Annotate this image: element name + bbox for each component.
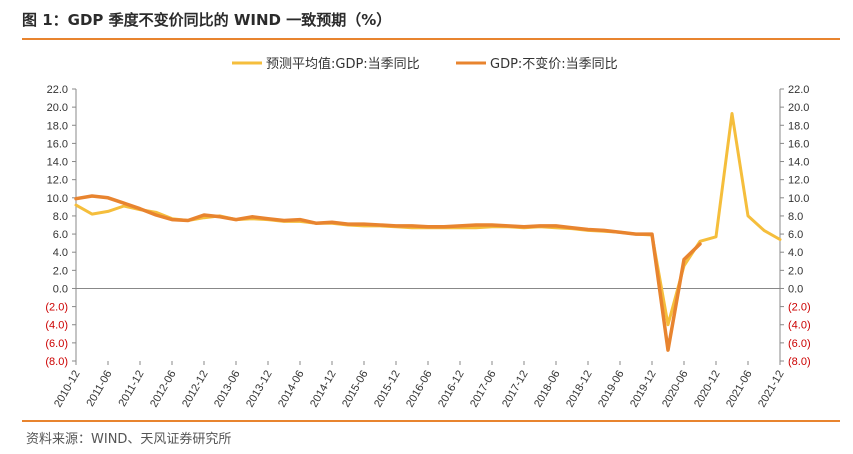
y-tick-label-right: (6.0) <box>788 338 811 350</box>
y-axis-left-labels: 22.0 20.0 18.0 16.0 14.0 12.0 10.0 8.0 6.0 4.0 2.0… <box>45 84 68 368</box>
x-tick-label: 2014-12 <box>308 369 339 410</box>
y-tick-label-left: 18.0 <box>47 120 68 132</box>
bottom-divider <box>22 420 840 422</box>
x-tick-label: 2017-12 <box>500 369 531 410</box>
y-tick-label-right: (8.0) <box>788 356 811 368</box>
y-tick-label-left: 16.0 <box>47 138 68 150</box>
x-tick-label: 2019-06 <box>596 369 627 410</box>
y-tick-label-left: (8.0) <box>45 356 68 368</box>
y-tick-label-left: 12.0 <box>47 175 68 187</box>
y-tick-label-left: 14.0 <box>47 157 68 169</box>
x-axis-labels: 2010-12 2011-06 2011-12 2012-06 2012-12 2013-… <box>52 369 787 410</box>
y-tick-label-right: 22.0 <box>788 84 809 96</box>
y-tick-label-left: (4.0) <box>45 320 68 332</box>
y-tick-label-right: 0.0 <box>788 283 803 295</box>
y-tick-label-left: (2.0) <box>45 302 68 314</box>
y-tick-label-right: (4.0) <box>788 320 811 332</box>
y-tick-label-left: 2.0 <box>53 265 68 277</box>
x-tick-label: 2020-12 <box>692 369 723 410</box>
y-tick-label-right: (2.0) <box>788 302 811 314</box>
x-tick-label: 2018-06 <box>532 369 563 410</box>
x-tick-label: 2021-06 <box>724 369 755 410</box>
x-tick-label: 2015-12 <box>372 369 403 410</box>
y-tick-label-right: 4.0 <box>788 247 803 259</box>
legend-label-actual: GDP:不变价:当季同比 <box>490 56 618 72</box>
x-tick-label: 2011-06 <box>84 369 114 409</box>
y-tick-label-right: 20.0 <box>788 102 809 114</box>
legend-label-forecast: 预测平均值:GDP:当季同比 <box>266 56 420 72</box>
y-tick-label-left: 6.0 <box>53 229 68 241</box>
x-tick-label: 2017-06 <box>468 369 499 410</box>
series-line-actual <box>74 194 702 352</box>
chart-legend: 预测平均值:GDP:当季同比 GDP:不变价:当季同比 <box>232 56 618 72</box>
y-tick-label-left: (6.0) <box>45 338 68 350</box>
y-tick-label-left: 8.0 <box>53 211 68 223</box>
x-tick-label: 2013-12 <box>244 369 275 410</box>
y-tick-label-right: 6.0 <box>788 229 803 241</box>
x-tick-label: 2019-12 <box>628 369 659 410</box>
y-tick-label-right: 12.0 <box>788 175 809 187</box>
line-chart: 22.0 20.0 18.0 16.0 14.0 12.0 10.0 8.0 6.0 4.0 2.0… <box>45 56 811 410</box>
x-tick-label: 2011-12 <box>116 369 146 409</box>
x-tick-label: 2015-06 <box>340 369 371 410</box>
y-tick-label-left: 0.0 <box>53 283 68 295</box>
y-tick-label-left: 10.0 <box>47 193 68 205</box>
top-divider <box>22 38 840 40</box>
y-tick-label-left: 22.0 <box>47 84 68 96</box>
x-tick-label: 2016-12 <box>436 369 467 410</box>
y-tick-label-right: 16.0 <box>788 138 809 150</box>
x-tick-label: 2012-12 <box>180 369 211 410</box>
x-tick-label: 2016-06 <box>404 369 435 410</box>
y-tick-label-right: 14.0 <box>788 157 809 169</box>
x-tick-label: 2021-12 <box>756 369 787 410</box>
y-tick-label-right: 10.0 <box>788 193 809 205</box>
y-tick-label-left: 20.0 <box>47 102 68 114</box>
y-tick-label-right: 8.0 <box>788 211 803 223</box>
y-axis-right-labels: 22.0 20.0 18.0 16.0 14.0 12.0 10.0 8.0 6.0 4.0 2.0… <box>788 84 811 368</box>
x-tick-label: 2012-06 <box>148 369 179 410</box>
y-tick-label-left: 4.0 <box>53 247 68 259</box>
source-note: 资料来源：WIND、天风证券研究所 <box>26 432 232 447</box>
y-tick-label-right: 18.0 <box>788 120 809 132</box>
x-tick-label: 2013-06 <box>212 369 243 410</box>
x-tick-label: 2010-12 <box>52 369 83 410</box>
y-tick-label-right: 2.0 <box>788 265 803 277</box>
chart-series <box>74 112 782 352</box>
x-tick-label: 2014-06 <box>276 369 307 410</box>
x-tick-label: 2018-12 <box>564 369 595 410</box>
page-title: 图 1：GDP 季度不变价同比的 WIND 一致预期（%） <box>22 11 392 29</box>
x-tick-label: 2020-06 <box>660 369 691 410</box>
